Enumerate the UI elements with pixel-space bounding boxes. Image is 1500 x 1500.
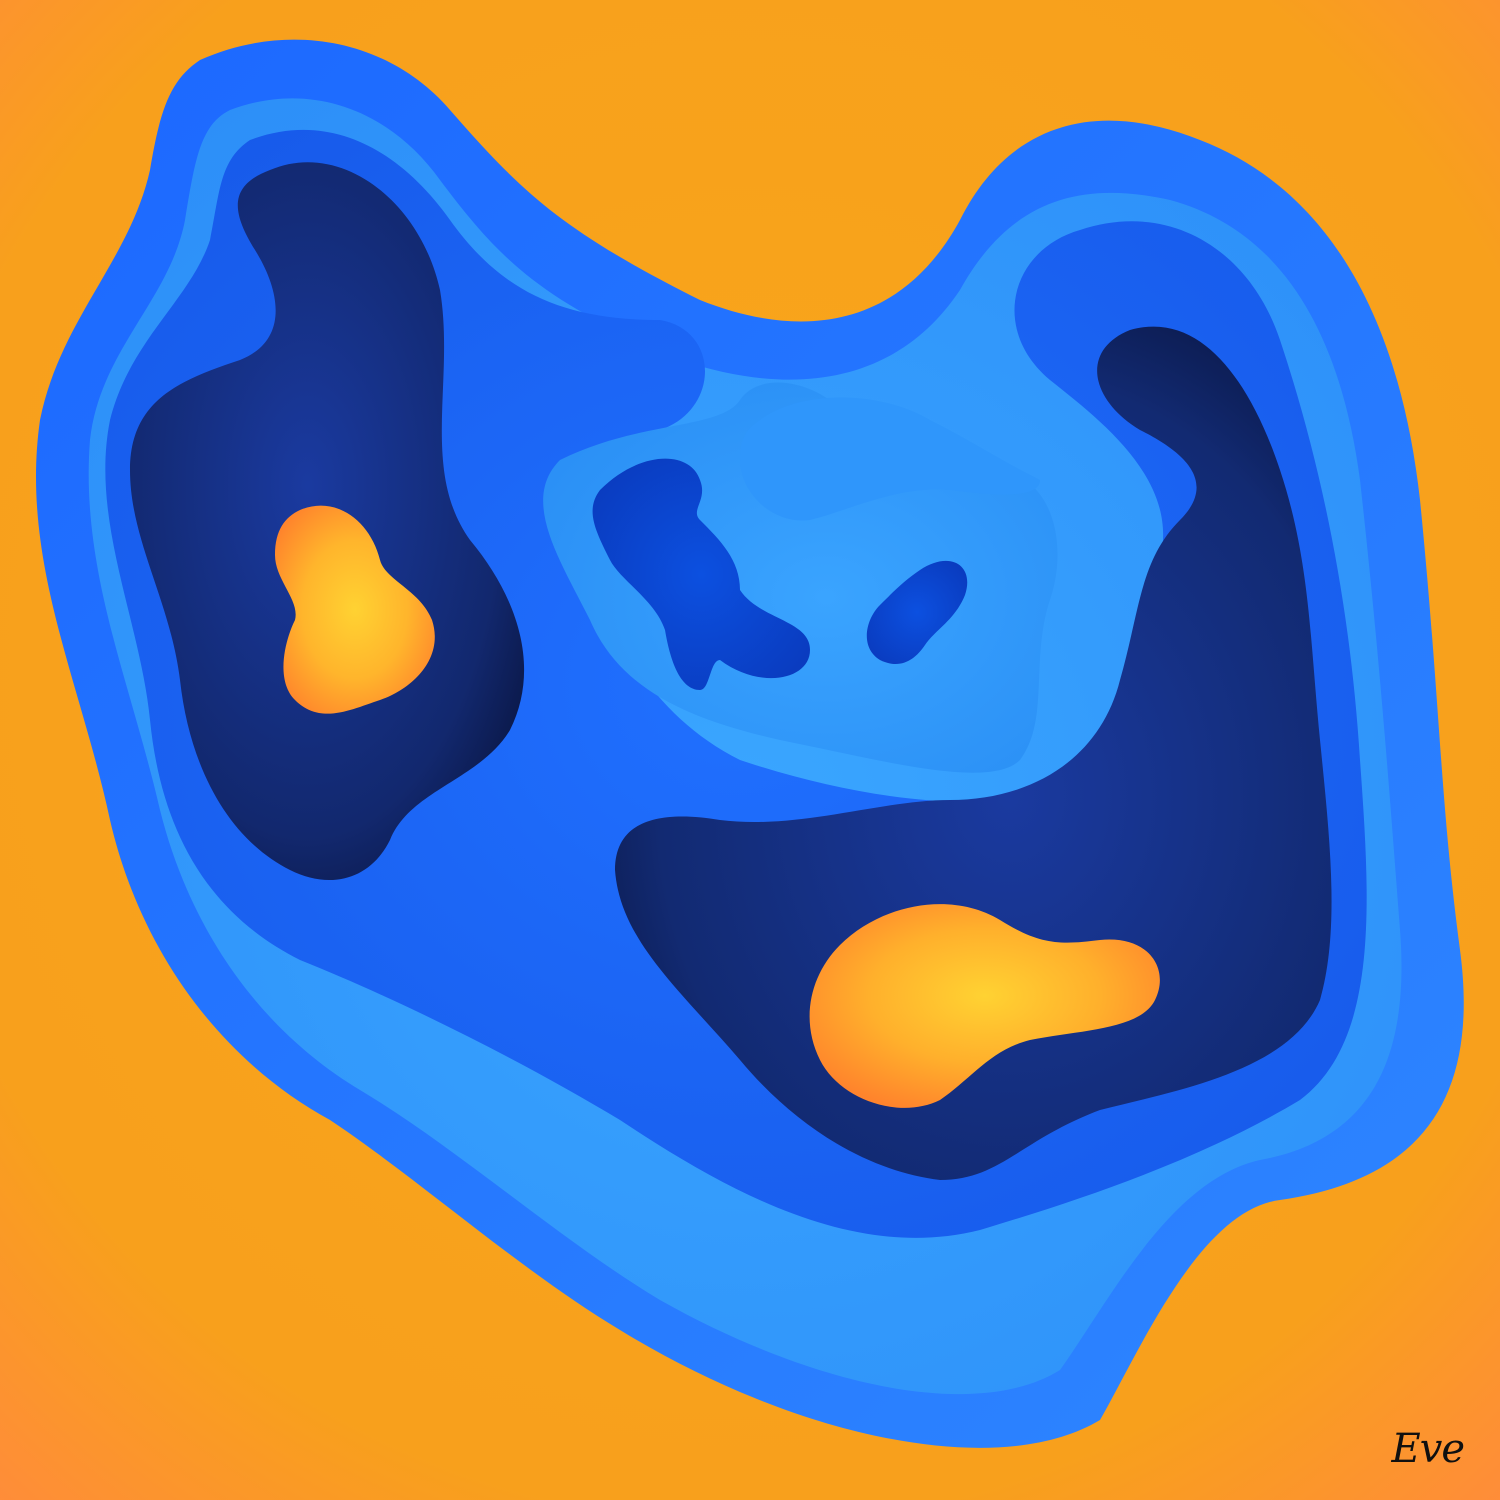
- artist-signature: Eve: [1391, 1426, 1465, 1472]
- center-channel-left: [592, 458, 810, 690]
- left-hot-spot: [275, 505, 435, 714]
- center-channel-right: [866, 560, 968, 665]
- right-hot-spot: [809, 904, 1160, 1108]
- center-light-tongue: [740, 397, 1040, 521]
